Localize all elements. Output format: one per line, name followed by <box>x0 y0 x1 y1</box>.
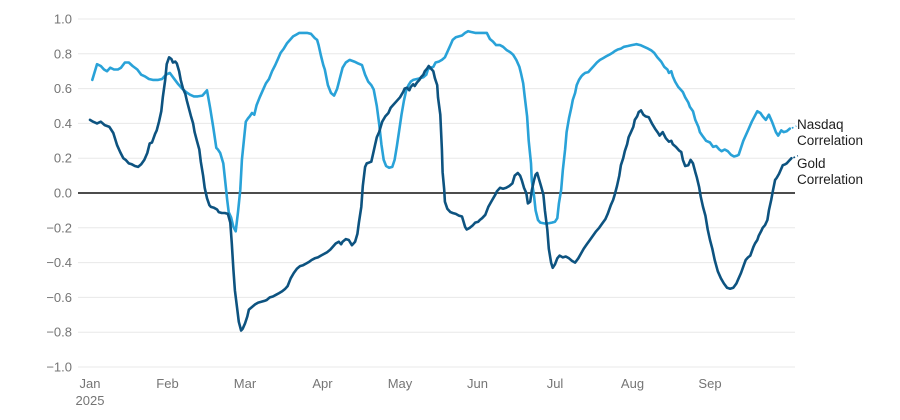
x-tick-label: Aug <box>621 376 644 391</box>
legend-nasdaq-correlation: Nasdaq Correlation <box>797 117 863 149</box>
gold-label-connector <box>793 154 799 159</box>
legend-nasdaq-line2: Correlation <box>797 133 864 148</box>
y-tick-label: 0.2 <box>54 151 72 166</box>
y-tick-label: 0.8 <box>54 46 72 61</box>
series-lines <box>88 29 799 332</box>
x-tick-label: May <box>388 376 413 391</box>
gridlines <box>78 18 795 368</box>
x-tick-sublabel: 2025 <box>76 393 105 408</box>
x-tick-label: Mar <box>234 376 257 391</box>
nasdaq-line <box>91 29 792 233</box>
legend-gold-correlation: Gold Correlation <box>797 156 863 188</box>
x-tick-label: Apr <box>312 376 333 391</box>
y-tick-label: −0.4 <box>46 255 72 270</box>
gold-line <box>88 56 793 332</box>
y-tick-label: 1.0 <box>54 12 72 27</box>
y-tick-label: 0.0 <box>54 186 72 201</box>
y-tick-label: −0.8 <box>46 325 72 340</box>
x-tick-label: Feb <box>156 376 178 391</box>
y-axis-labels: 1.0 0.8 0.6 0.4 0.2 0.0 −0.2 −0.4 −0.6 −0.8 −1.0 <box>46 12 72 375</box>
y-tick-label: −1.0 <box>46 360 72 375</box>
y-tick-label: 0.4 <box>54 116 72 131</box>
x-axis-labels: Jan 2025 Feb Mar Apr May Jun Jul Aug Sep <box>76 376 722 408</box>
y-tick-label: 0.6 <box>54 81 72 96</box>
x-tick-label: Sep <box>698 376 721 391</box>
legend-nasdaq-line1: Nasdaq <box>797 117 844 132</box>
legend-gold-line2: Correlation <box>797 172 864 187</box>
y-tick-label: −0.6 <box>46 290 72 305</box>
x-tick-label: Jun <box>467 376 488 391</box>
x-tick-label: Jan <box>80 376 101 391</box>
legend-gold-line1: Gold <box>797 156 826 171</box>
x-tick-label: Jul <box>547 376 564 391</box>
y-tick-label: −0.2 <box>46 220 72 235</box>
nasdaq-label-connector <box>791 125 797 129</box>
